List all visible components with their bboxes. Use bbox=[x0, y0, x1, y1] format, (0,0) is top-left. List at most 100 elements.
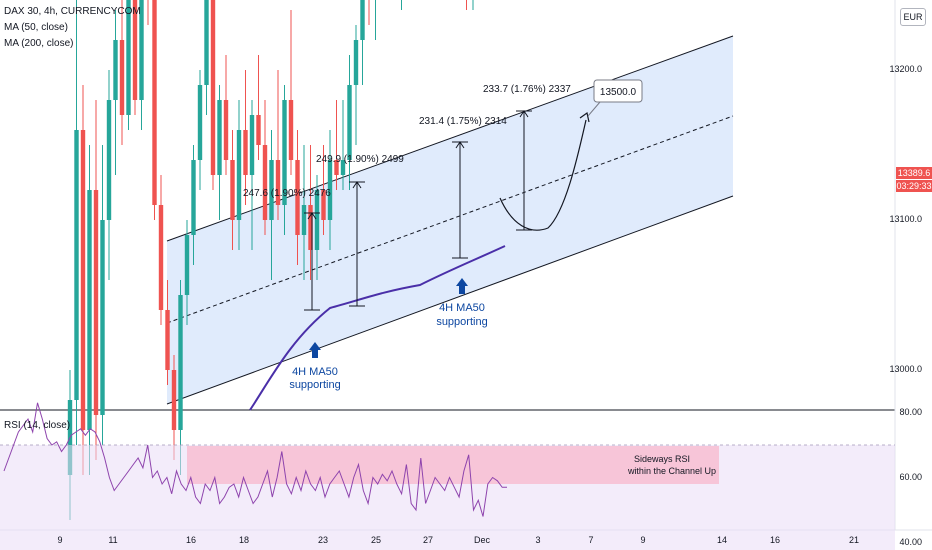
candle-body bbox=[74, 130, 79, 400]
candle-body bbox=[301, 205, 307, 235]
price-tick-label: 13100.0 bbox=[889, 214, 922, 224]
time-tick-label: 25 bbox=[370, 535, 382, 545]
candle-body bbox=[230, 160, 235, 220]
ma-note-2-line-1: 4H MA50 bbox=[439, 302, 485, 314]
candle-body bbox=[197, 85, 203, 160]
measure-1-arrow bbox=[307, 212, 317, 220]
price-tick-label: 13000.0 bbox=[889, 364, 922, 374]
rsi-line bbox=[3, 402, 507, 517]
symbol-legend[interactable]: DAX 30, 4h, CURRENCYCOM bbox=[4, 6, 141, 17]
rsi-sideways-box bbox=[187, 446, 719, 484]
candle-body bbox=[139, 0, 144, 100]
candle-body bbox=[204, 0, 209, 85]
ma50-legend[interactable]: MA (50, close) bbox=[4, 22, 68, 33]
rsi-tick-label: 80.00 bbox=[899, 406, 922, 417]
candle-body bbox=[113, 40, 118, 100]
candle-body bbox=[314, 190, 320, 250]
candle-body bbox=[158, 205, 164, 310]
ma-note-2-line-2: supporting bbox=[436, 316, 487, 328]
candle-body bbox=[236, 130, 242, 220]
candle-body bbox=[256, 115, 261, 145]
ma-support-arrow-2 bbox=[456, 278, 468, 294]
measure-1-label: 247.6 (1.90%) 2476 bbox=[243, 188, 331, 199]
candle-body bbox=[210, 0, 216, 175]
candle-body bbox=[126, 0, 131, 115]
rsi-note-line-1: Sideways RSI bbox=[634, 454, 690, 464]
candle-body bbox=[223, 100, 229, 160]
measure-4-arrow bbox=[519, 110, 529, 118]
price-tick-label: 13200.0 bbox=[889, 64, 922, 74]
candle-body bbox=[132, 0, 138, 100]
candle-body bbox=[217, 100, 222, 175]
ma-note-1-line-1: 4H MA50 bbox=[292, 366, 338, 378]
rsi-legend[interactable]: RSI (14, close) bbox=[4, 420, 71, 431]
rsi-tick-label: 60.00 bbox=[899, 471, 922, 482]
measure-3-label: 231.4 (1.75%) 2314 bbox=[419, 116, 507, 127]
rsi-note-line-2: within the Channel Up bbox=[627, 466, 716, 476]
candle-body bbox=[191, 160, 196, 235]
countdown-tag: 03:29:33 bbox=[896, 180, 932, 192]
channel-upper-line bbox=[166, 35, 734, 242]
time-tick-label: 27 bbox=[422, 535, 434, 545]
candle-body bbox=[87, 190, 92, 430]
measure-2-arrow bbox=[352, 181, 362, 189]
candle-body bbox=[184, 235, 190, 295]
candle-body bbox=[152, 0, 157, 205]
time-tick-label: 14 bbox=[716, 535, 728, 545]
candle-body bbox=[269, 160, 274, 220]
rsi-tick-label: 40.00 bbox=[899, 536, 922, 547]
candle-body bbox=[119, 40, 125, 115]
time-tick-label: 18 bbox=[238, 535, 250, 545]
time-tick-label: 16 bbox=[769, 535, 781, 545]
target-pointer bbox=[587, 101, 601, 117]
ma200-legend[interactable]: MA (200, close) bbox=[4, 38, 74, 49]
candle-body bbox=[243, 130, 248, 175]
time-tick-label: 9 bbox=[57, 535, 63, 545]
time-tick-label: 11 bbox=[108, 535, 118, 545]
candle-body bbox=[295, 160, 300, 235]
candle-body bbox=[327, 160, 333, 220]
candle-body bbox=[288, 100, 294, 160]
candle-body bbox=[171, 370, 177, 430]
time-tick-label: 16 bbox=[185, 535, 197, 545]
measure-4-label: 233.7 (1.76%) 2337 bbox=[483, 84, 571, 95]
time-tick-label: 7 bbox=[588, 535, 594, 545]
candle-body bbox=[93, 190, 99, 415]
candle-body bbox=[321, 190, 326, 220]
candle-body bbox=[275, 160, 281, 205]
candle-body bbox=[360, 0, 365, 40]
target-box bbox=[593, 79, 643, 103]
time-tick-label: 9 bbox=[640, 535, 646, 545]
time-tick-label: 21 bbox=[848, 535, 860, 545]
channel-mid-line bbox=[166, 115, 734, 324]
currency-button[interactable]: EUR bbox=[900, 8, 926, 26]
candle-body bbox=[334, 160, 339, 175]
candle-body bbox=[80, 130, 86, 430]
candle-body bbox=[340, 160, 346, 175]
projection-arrow bbox=[579, 111, 590, 123]
candle-body bbox=[106, 100, 112, 220]
ma50-line bbox=[249, 245, 506, 411]
ma-note-1-line-2: supporting bbox=[289, 379, 340, 391]
candle-body bbox=[308, 205, 313, 250]
measure-3-arrow bbox=[455, 141, 465, 149]
time-tick-label: Dec bbox=[473, 535, 491, 545]
projection-path bbox=[499, 119, 587, 231]
last-price-tag: 13389.6 bbox=[896, 167, 932, 179]
target-box-label: 13500.0 bbox=[600, 87, 637, 98]
candle-body bbox=[262, 145, 268, 220]
candle-body bbox=[347, 85, 352, 160]
candle-body bbox=[100, 220, 105, 415]
ma-support-arrow-1 bbox=[309, 342, 321, 358]
time-tick-label: 23 bbox=[317, 535, 329, 545]
measure-2-label: 249.9 (1.90%) 2499 bbox=[316, 154, 404, 165]
candle-body bbox=[178, 295, 183, 430]
time-tick-label: 3 bbox=[535, 535, 541, 545]
candle-body bbox=[165, 310, 170, 370]
candle-body bbox=[249, 115, 255, 175]
candle-body bbox=[282, 100, 287, 205]
channel-lower-line bbox=[166, 195, 734, 405]
candle-body bbox=[353, 40, 359, 85]
